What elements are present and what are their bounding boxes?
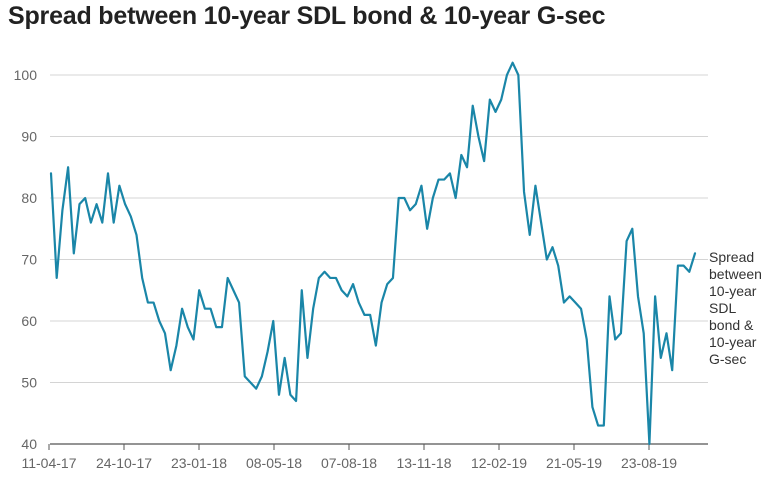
- series-label-line: 10-year: [709, 334, 757, 350]
- y-tick-label: 70: [21, 252, 37, 268]
- y-tick-label: 40: [21, 436, 37, 452]
- y-tick-label: 60: [21, 313, 37, 329]
- y-tick-label: 100: [14, 67, 38, 83]
- series-line: [49, 61, 697, 446]
- x-tick-label: 21-05-19: [546, 455, 602, 471]
- y-tick-label: 50: [21, 375, 37, 391]
- y-tick-label: 80: [21, 190, 37, 206]
- series-label-line: 10-year: [709, 283, 757, 299]
- x-tick-label: 11-04-17: [21, 455, 76, 471]
- series-label-line: G-sec: [709, 351, 746, 367]
- y-axis-ticks: 40 50 60 70 80 90 100: [14, 67, 38, 452]
- series-label: Spread between 10-year SDL bond & 10-year G-se…: [709, 249, 762, 367]
- series-label-line: bond &: [709, 317, 754, 333]
- series-label-line: Spread: [709, 249, 754, 265]
- gridlines: [50, 74, 708, 445]
- series-label-line: between: [709, 266, 762, 282]
- x-tick-label: 08-05-18: [246, 455, 302, 471]
- x-axis-ticks: 11-04-17 24-10-17 23-01-18 08-05-18 07-08-18…: [21, 444, 677, 471]
- x-tick-label: 23-08-19: [621, 455, 677, 471]
- series-label-text: Spread between 10-year SDL bond & 10-year G-se…: [709, 249, 762, 367]
- series-layer: [49, 61, 697, 446]
- chart-title: Spread between 10-year SDL bond & 10-yea…: [8, 2, 606, 30]
- x-tick-label: 24-10-17: [96, 455, 152, 471]
- series-label-line: SDL: [709, 300, 736, 316]
- y-tick-label: 90: [21, 129, 37, 145]
- x-tick-label: 13-11-18: [396, 455, 451, 471]
- x-tick-label: 12-02-19: [471, 455, 527, 471]
- x-tick-label: 23-01-18: [171, 455, 227, 471]
- x-tick-label: 07-08-18: [321, 455, 377, 471]
